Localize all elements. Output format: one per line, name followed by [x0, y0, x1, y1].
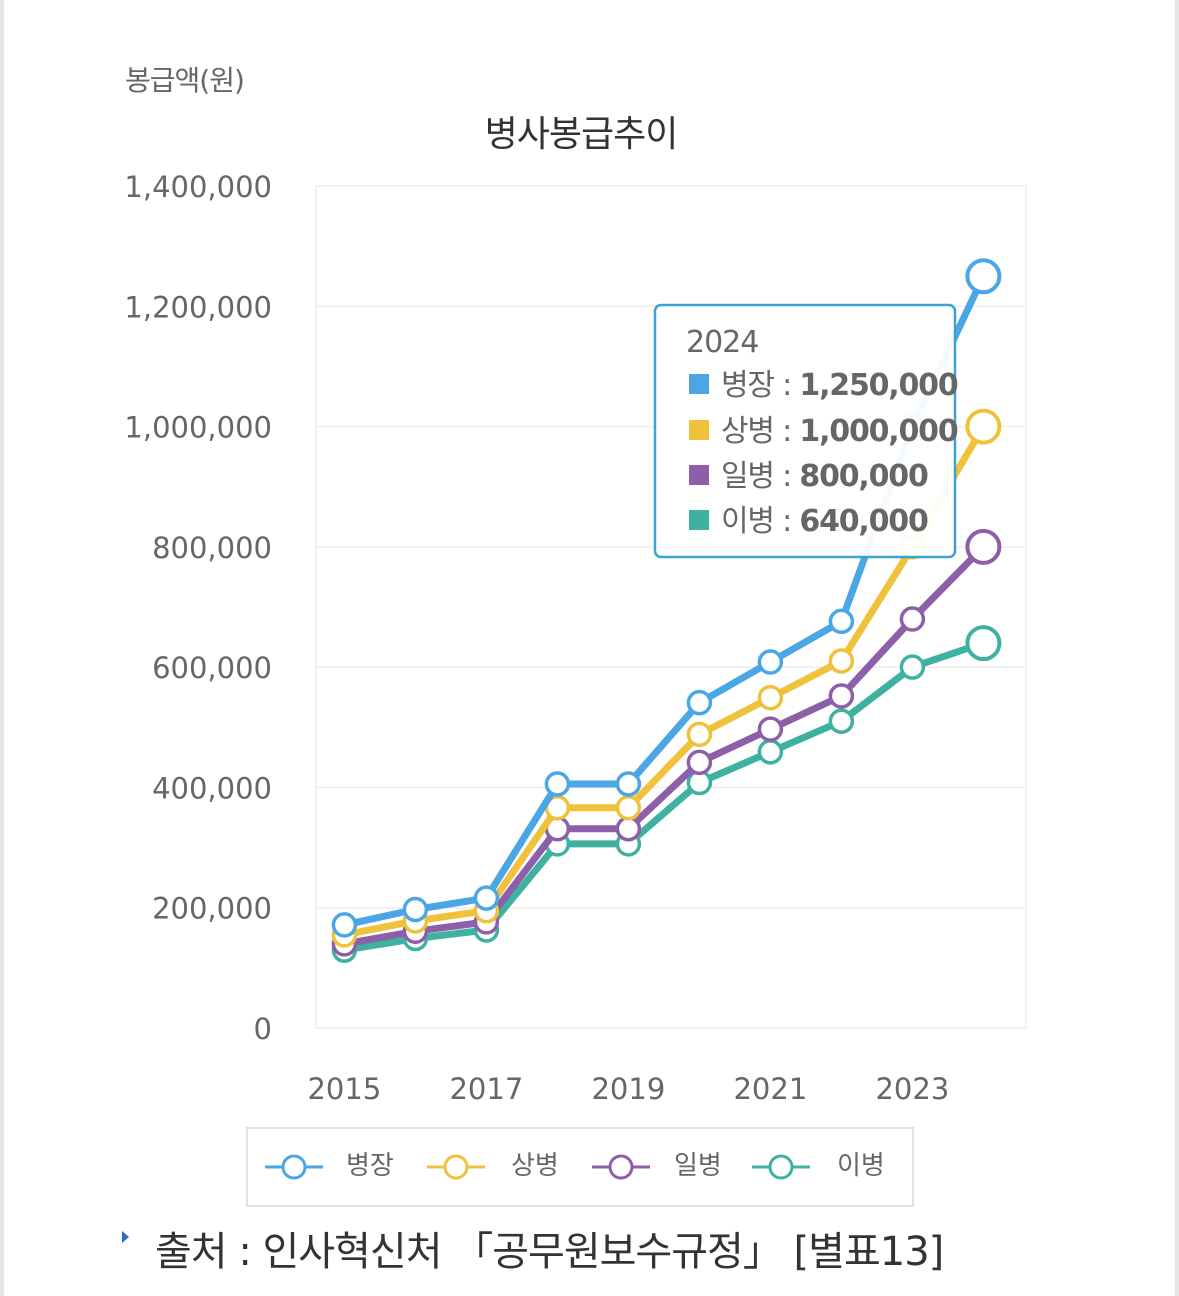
- series-line-ibyeong: [340, 639, 987, 954]
- data-point-byeongjang[interactable]: [965, 258, 1002, 295]
- tooltip-box: [653, 303, 957, 559]
- legend-item-sangbyeong[interactable]: 상병: [427, 1151, 559, 1181]
- data-point-ilbyeong[interactable]: [757, 716, 784, 742]
- legend-marker-byeongjang: [281, 1154, 307, 1180]
- legend-item-byeongjang[interactable]: 병장: [265, 1151, 394, 1181]
- data-point-byeongjang[interactable]: [615, 771, 642, 797]
- tooltip-row-ibyeong: 이병 : 640,000: [721, 504, 928, 539]
- data-point-byeongjang[interactable]: [828, 608, 855, 635]
- y-tick-label: 200,000: [152, 892, 272, 926]
- series-line-sangbyeong: [340, 423, 987, 939]
- data-point-ibyeong[interactable]: [757, 739, 784, 765]
- chart-title: 병사봉급추이: [485, 114, 678, 155]
- y-tick-label: 1,400,000: [124, 170, 272, 204]
- data-point-sangbyeong[interactable]: [965, 408, 1002, 445]
- y-tick-label: 600,000: [152, 651, 272, 685]
- data-point-ilbyeong[interactable]: [899, 606, 926, 632]
- data-point-byeongjang[interactable]: [686, 689, 713, 716]
- data-point-ilbyeong[interactable]: [615, 815, 642, 842]
- data-point-ibyeong[interactable]: [828, 708, 855, 734]
- y-tick-label: 1,200,000: [124, 290, 272, 324]
- data-point-ibyeong[interactable]: [965, 625, 1002, 662]
- series-line-ilbyeong: [340, 543, 987, 948]
- tooltip-swatch-ibyeong: [689, 510, 709, 530]
- series-lines: [331, 258, 1002, 963]
- y-axis-label: 봉급액(원): [125, 64, 244, 97]
- tooltip: 2024 병장 : 1,250,000 상병 : 1,000,000 일병 : …: [653, 303, 959, 559]
- legend-label-byeongjang: 병장: [346, 1151, 394, 1181]
- tooltip-row-sangbyeong: 상병 : 1,000,000: [721, 414, 958, 449]
- data-point-byeongjang[interactable]: [331, 912, 358, 938]
- legend-item-ibyeong[interactable]: 이병: [752, 1151, 885, 1181]
- legend-box: [246, 1127, 914, 1207]
- y-tick-label: 1,000,000: [124, 411, 272, 445]
- x-tick-label: 2015: [307, 1072, 381, 1106]
- data-point-ilbyeong[interactable]: [686, 749, 713, 776]
- x-tick-label: 2021: [733, 1072, 807, 1106]
- bullet-triangle-icon: [122, 1231, 129, 1243]
- tooltip-swatch-byeongjang: [689, 374, 709, 394]
- x-tick-label: 2023: [875, 1072, 949, 1106]
- legend-item-ilbyeong[interactable]: 일병: [592, 1151, 722, 1181]
- frame-edge-right: [1175, 0, 1179, 1296]
- data-point-sangbyeong[interactable]: [615, 795, 642, 821]
- data-point-ilbyeong[interactable]: [828, 683, 855, 709]
- data-point-sangbyeong[interactable]: [828, 648, 855, 674]
- data-point-byeongjang[interactable]: [402, 896, 429, 923]
- legend-marker-sangbyeong: [443, 1154, 469, 1180]
- x-tick-label: 2017: [449, 1072, 523, 1106]
- legend-marker-ibyeong: [768, 1154, 794, 1180]
- legend: 병장 상병 일병 이병: [246, 1127, 914, 1207]
- salary-line-chart: 봉급액(원) 병사봉급추이 0 200,000 400,000 600,000 800,…: [124, 64, 1027, 1207]
- tooltip-year: 2024: [686, 325, 758, 360]
- tooltip-swatch-sangbyeong: [689, 420, 709, 440]
- data-point-ilbyeong[interactable]: [965, 528, 1002, 565]
- source-note: 출처 : 인사혁신처 「공무원보수규정」 [별표13]: [122, 1218, 944, 1278]
- data-point-byeongjang[interactable]: [544, 771, 571, 797]
- legend-label-sangbyeong: 상병: [511, 1151, 559, 1181]
- data-point-byeongjang[interactable]: [473, 885, 500, 911]
- tooltip-swatch-ilbyeong: [689, 465, 709, 485]
- data-point-sangbyeong[interactable]: [757, 684, 784, 711]
- y-tick-label: 0: [254, 1012, 272, 1046]
- legend-marker-ilbyeong: [608, 1154, 634, 1180]
- y-tick-labels: 0 200,000 400,000 600,000 800,000 1,000,000 1,…: [124, 170, 272, 1046]
- x-tick-labels: 2015 2017 2019 2021 2023: [307, 1072, 949, 1106]
- y-tick-label: 400,000: [152, 771, 272, 805]
- frame-edge-left: [0, 0, 4, 1296]
- tooltip-row-ilbyeong: 일병 : 800,000: [721, 459, 928, 494]
- y-tick-label: 800,000: [152, 531, 272, 565]
- legend-label-ibyeong: 이병: [837, 1151, 885, 1181]
- tooltip-row-byeongjang: 병장 : 1,250,000: [721, 368, 958, 403]
- legend-label-ilbyeong: 일병: [674, 1151, 722, 1181]
- data-point-sangbyeong[interactable]: [686, 721, 713, 748]
- data-point-ibyeong[interactable]: [899, 654, 926, 680]
- source-text: 출처 : 인사혁신처 「공무원보수규정」 [별표13]: [155, 1229, 944, 1275]
- x-tick-label: 2019: [591, 1072, 665, 1106]
- data-point-byeongjang[interactable]: [757, 649, 784, 675]
